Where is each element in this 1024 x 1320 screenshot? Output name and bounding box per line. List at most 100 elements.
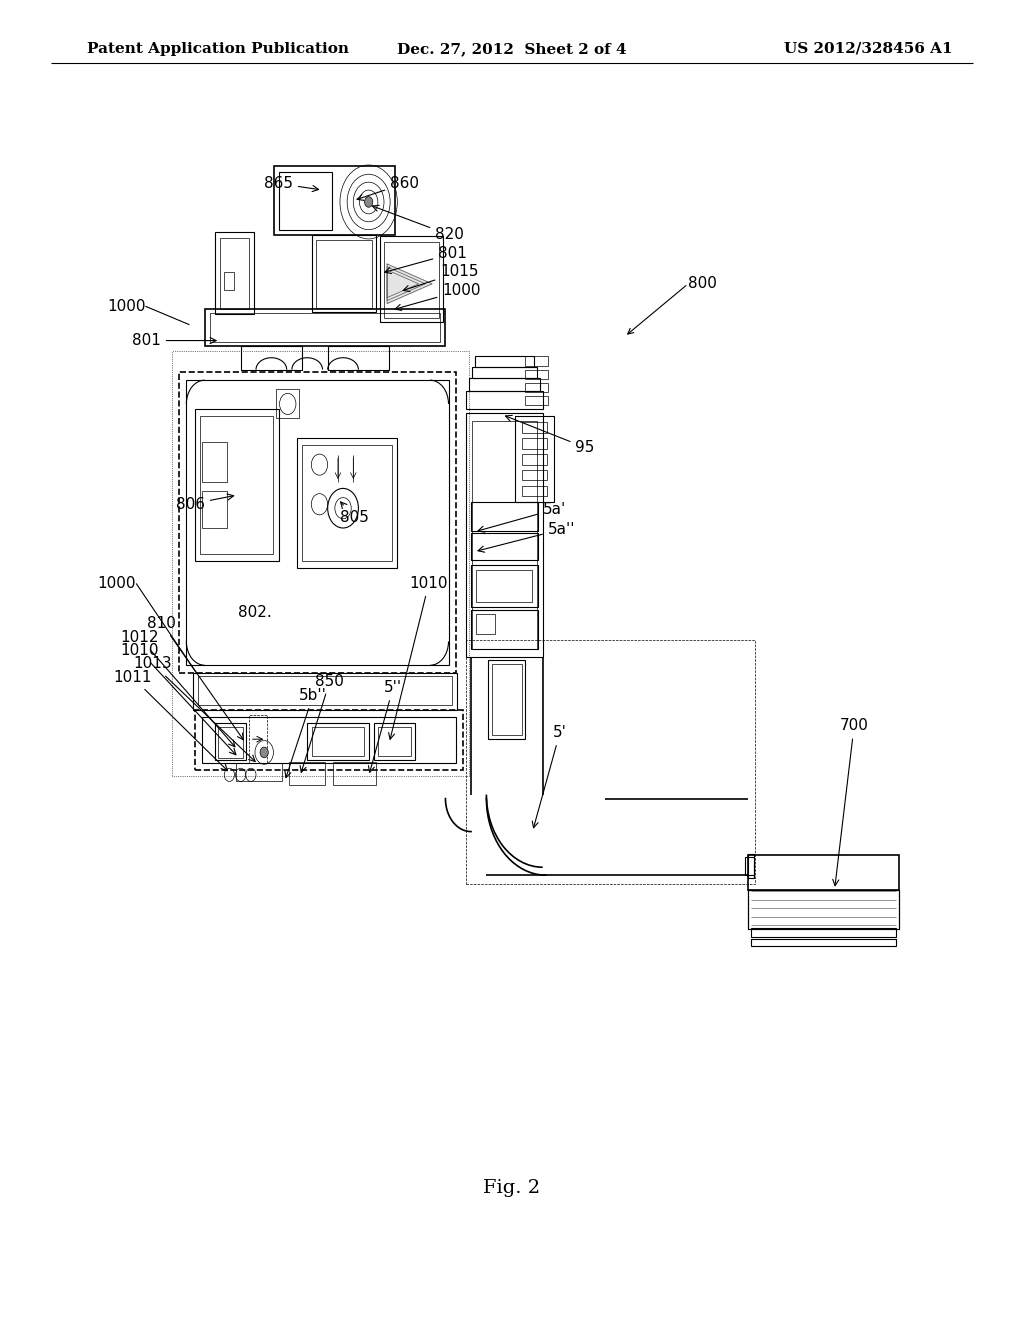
- Text: 1000: 1000: [97, 576, 136, 591]
- Bar: [378, 727, 411, 756]
- Polygon shape: [387, 264, 432, 304]
- Bar: [241, 346, 302, 370]
- Text: 1000: 1000: [106, 298, 145, 314]
- Text: 805: 805: [340, 502, 369, 525]
- Text: 860: 860: [357, 176, 419, 201]
- Text: 1010: 1010: [120, 643, 236, 755]
- Bar: [186, 380, 449, 665]
- Text: Fig. 2: Fig. 2: [483, 1179, 541, 1197]
- Bar: [307, 723, 369, 760]
- Bar: [525, 356, 548, 366]
- Text: 5a': 5a': [478, 502, 566, 532]
- Bar: [316, 240, 372, 308]
- Bar: [748, 855, 899, 890]
- Bar: [471, 565, 538, 607]
- Bar: [472, 367, 537, 378]
- Bar: [471, 502, 538, 531]
- Text: 850: 850: [300, 673, 344, 772]
- Bar: [198, 676, 452, 705]
- Bar: [525, 370, 548, 379]
- Bar: [466, 413, 543, 657]
- Bar: [748, 854, 754, 878]
- Bar: [471, 533, 538, 560]
- Text: 810: 810: [147, 615, 244, 741]
- Bar: [236, 763, 282, 781]
- Bar: [466, 640, 755, 884]
- Bar: [328, 346, 389, 370]
- Text: 700: 700: [833, 718, 868, 886]
- Bar: [472, 421, 537, 649]
- Text: Patent Application Publication: Patent Application Publication: [87, 42, 349, 55]
- Bar: [205, 309, 445, 346]
- Bar: [179, 372, 456, 673]
- Bar: [302, 445, 392, 561]
- Bar: [522, 438, 547, 449]
- Bar: [333, 762, 376, 785]
- Text: 1011: 1011: [113, 669, 227, 771]
- Bar: [210, 313, 440, 342]
- Bar: [195, 710, 463, 770]
- Bar: [172, 351, 469, 776]
- Bar: [751, 939, 896, 946]
- Bar: [522, 422, 547, 433]
- Text: 801: 801: [132, 333, 216, 348]
- Bar: [466, 391, 543, 409]
- Bar: [525, 383, 548, 392]
- Bar: [289, 762, 325, 785]
- Bar: [745, 857, 754, 875]
- Text: 1015: 1015: [403, 264, 479, 292]
- Circle shape: [365, 197, 373, 207]
- Bar: [276, 389, 299, 418]
- Bar: [249, 715, 267, 763]
- Bar: [488, 660, 525, 739]
- Text: 5b'': 5b'': [285, 688, 327, 777]
- Text: 5': 5': [532, 725, 567, 828]
- Bar: [522, 454, 547, 465]
- Text: 801: 801: [385, 246, 467, 273]
- Text: Dec. 27, 2012  Sheet 2 of 4: Dec. 27, 2012 Sheet 2 of 4: [397, 42, 627, 55]
- Text: 1012: 1012: [120, 630, 234, 747]
- Circle shape: [260, 747, 268, 758]
- Bar: [522, 486, 547, 496]
- Bar: [492, 664, 522, 735]
- Bar: [476, 614, 495, 634]
- Bar: [522, 470, 547, 480]
- Bar: [475, 356, 534, 367]
- Bar: [195, 409, 279, 561]
- Bar: [380, 236, 443, 322]
- Bar: [469, 378, 540, 391]
- Bar: [515, 416, 554, 502]
- Text: 1010: 1010: [388, 576, 449, 739]
- Bar: [384, 242, 439, 318]
- Bar: [525, 396, 548, 405]
- Bar: [202, 717, 456, 763]
- Text: 1013: 1013: [133, 656, 255, 762]
- Text: 802.: 802.: [238, 605, 271, 620]
- Text: 1000: 1000: [395, 282, 481, 310]
- Bar: [224, 272, 234, 290]
- Text: 95: 95: [506, 416, 595, 455]
- Text: 5'': 5'': [369, 680, 402, 772]
- Text: 820: 820: [373, 206, 464, 243]
- Bar: [200, 416, 273, 554]
- Bar: [279, 172, 332, 230]
- Text: 800: 800: [688, 276, 717, 292]
- Bar: [215, 232, 254, 314]
- Text: 806: 806: [176, 494, 233, 512]
- Bar: [274, 166, 395, 235]
- Bar: [220, 238, 249, 309]
- Bar: [215, 723, 246, 760]
- Bar: [202, 442, 227, 482]
- Bar: [218, 727, 243, 758]
- Bar: [751, 928, 896, 937]
- Text: 865: 865: [264, 176, 318, 191]
- Bar: [202, 491, 227, 528]
- Bar: [748, 890, 899, 929]
- Bar: [297, 438, 397, 568]
- Bar: [748, 890, 899, 929]
- Bar: [312, 727, 364, 756]
- Text: US 2012/328456 A1: US 2012/328456 A1: [783, 42, 952, 55]
- Bar: [312, 235, 376, 312]
- Text: 5a'': 5a'': [478, 521, 575, 552]
- Bar: [476, 570, 532, 602]
